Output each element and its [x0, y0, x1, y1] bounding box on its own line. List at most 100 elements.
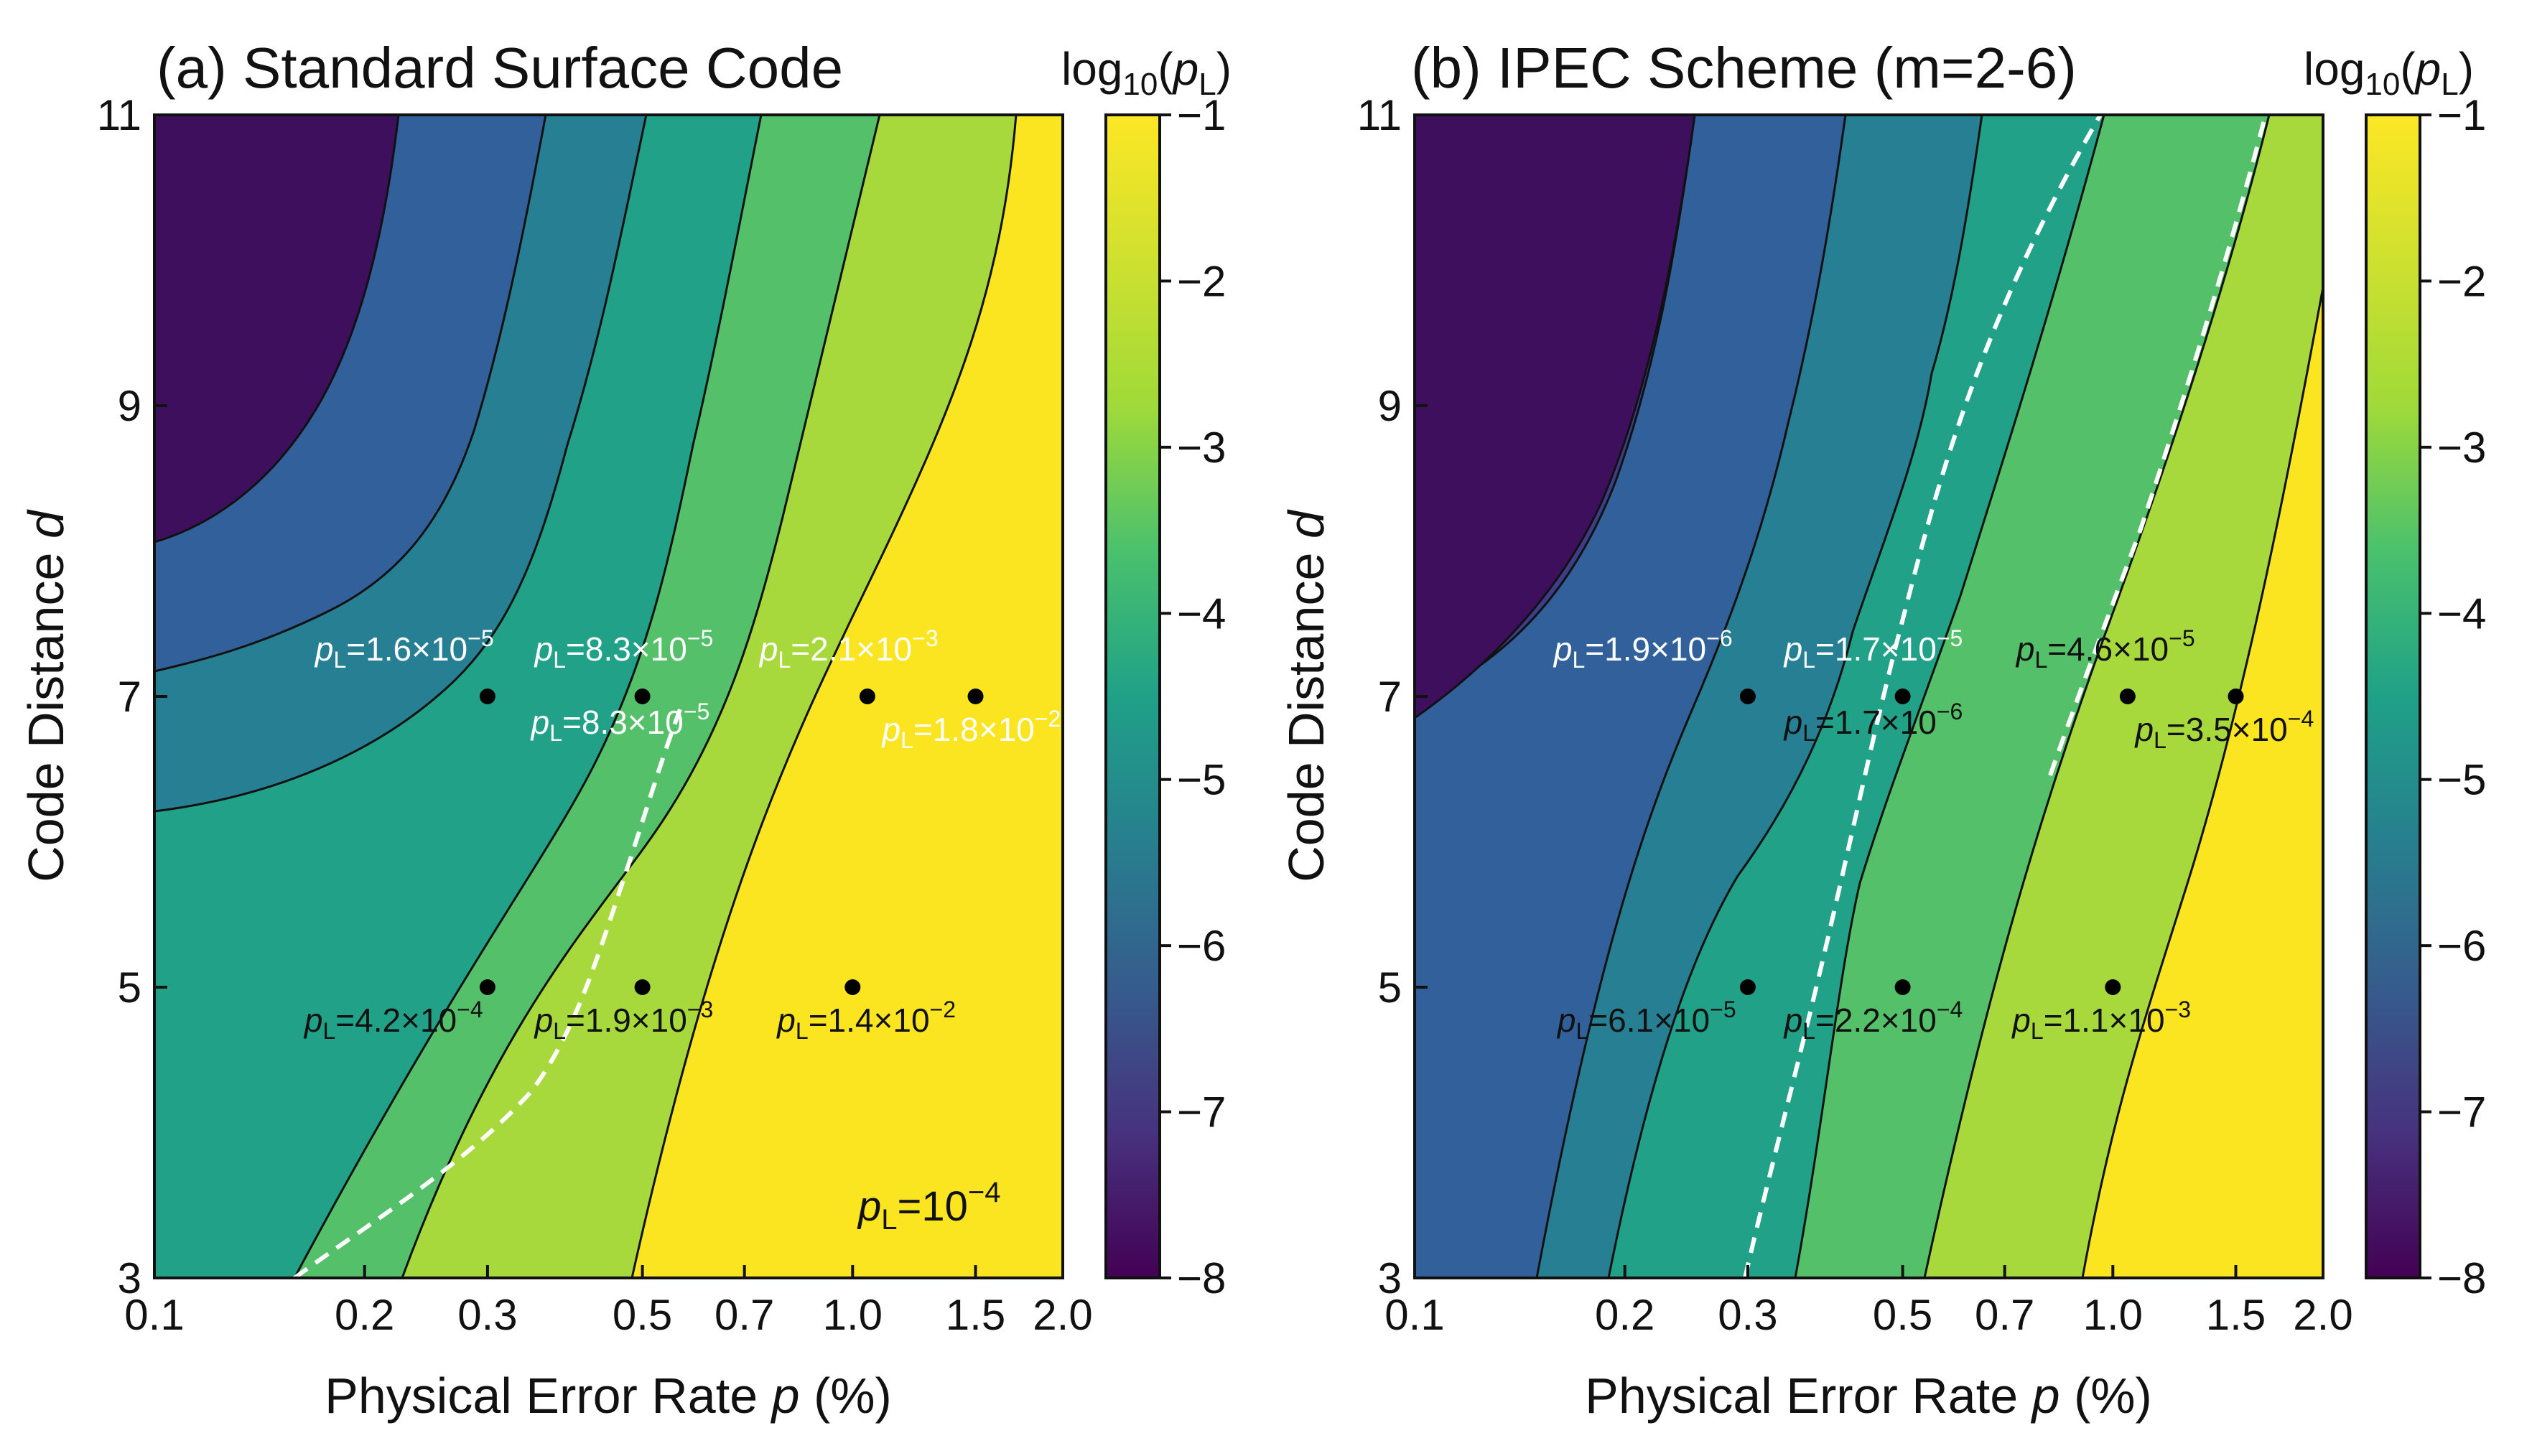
panel-b-threshold-line: [1743, 115, 2103, 1278]
data-point: [634, 689, 651, 704]
y-tick-label: 11: [1357, 91, 1402, 139]
point-label: pL=4.6×10−5: [2015, 625, 2195, 673]
panel-b-colorbar-label: log10(pL): [2304, 43, 2474, 102]
point-label: pL=3.5×10−4: [2134, 706, 2314, 753]
x-tick-label: 1.5: [2206, 1291, 2266, 1339]
panel-b-contour-map: [1415, 115, 2323, 1278]
colorbar-tick-label: −6: [2437, 922, 2486, 970]
point-label: pL=1.9×10−6: [1553, 625, 1733, 673]
x-tick-label: 0.2: [335, 1291, 394, 1339]
x-tick-label: 0.5: [1873, 1291, 1932, 1339]
y-tick-label: 11: [97, 91, 141, 139]
panel-a-threshold-line: [293, 702, 684, 1278]
panel-b-y-axis-label: Code Distance d: [1278, 509, 1334, 882]
data-point: [479, 689, 495, 704]
x-tick-label: 0.2: [1595, 1291, 1654, 1339]
point-label: pL=1.6×10−5: [314, 625, 494, 673]
colorbar-tick-label: −3: [2437, 424, 2486, 472]
panel-b-x-axis-label: Physical Error Rate p (%): [1585, 1368, 2152, 1424]
panel-a: (a) Standard Surface Code 0.1 0.2 0.3 0.5 0.…: [18, 36, 1232, 1424]
colorbar-tick-label: −4: [1177, 589, 1226, 638]
x-tick-label: 0.7: [1975, 1291, 2034, 1339]
data-point: [634, 979, 651, 995]
x-tick-label: 0.3: [1718, 1291, 1777, 1339]
x-tick-label: 1.5: [946, 1291, 1005, 1339]
panel-b-colorbar: [2365, 113, 2421, 1279]
point-label: pL=1.4×10−2: [776, 997, 956, 1044]
y-tick-label: 7: [1378, 673, 1402, 721]
x-tick-label: 0.3: [457, 1291, 517, 1339]
panel-b-band: [1415, 115, 1696, 719]
data-point: [2228, 689, 2244, 704]
point-label: pL=1.7×10−5: [1783, 625, 1963, 673]
panel-a-x-axis-label: Physical Error Rate p (%): [325, 1368, 892, 1424]
colorbar-tick-label: −4: [2437, 589, 2486, 638]
data-point: [2105, 979, 2121, 995]
panel-b-point-labels: pL=1.9×10−6 pL=1.7×10−5 pL=1.7×10−6 pL=4.6×…: [1553, 625, 2314, 1044]
colorbar-tick-label: −7: [1177, 1088, 1226, 1137]
panel-a-title: (a) Standard Surface Code: [157, 36, 843, 100]
point-label: pL=2.1×10−3: [758, 625, 939, 673]
point-label: pL=8.3×10−5: [534, 625, 714, 673]
colorbar-tick-label: −7: [2437, 1088, 2486, 1137]
colorbar-tick-label: −8: [1177, 1254, 1226, 1302]
colorbar-tick-label: −6: [1177, 922, 1226, 970]
data-point: [1739, 979, 1756, 995]
colorbar-tick-label: −5: [2437, 756, 2486, 804]
colorbar-tick-label: −2: [1177, 257, 1226, 305]
x-tick-label: 0.1: [1384, 1291, 1444, 1339]
point-label: pL=1.9×10−3: [534, 997, 714, 1044]
panel-b-x-ticks: 0.1 0.2 0.3 0.5 0.7 1.0 1.5 2.0: [1384, 1265, 2353, 1339]
panel-b-title: (b) IPEC Scheme (m=2-6): [1411, 36, 2077, 100]
colorbar-tick-label: −5: [1177, 756, 1226, 804]
data-point: [1894, 689, 1911, 704]
y-tick-label: 9: [1378, 382, 1402, 430]
panel-a-colorbar-label: log10(pL): [1061, 43, 1232, 102]
panel-a-colorbar: [1104, 113, 1161, 1279]
point-label: pL=6.1×10−5: [1556, 997, 1736, 1044]
panel-a-annotation: pL=10−4: [857, 1177, 1001, 1236]
panel-a-points: [479, 689, 984, 995]
x-tick-label: 2.0: [2293, 1291, 2352, 1339]
panel-a-colorbar-ticks: −1 −2 −3 −4 −5 −6 −7 −8: [1160, 91, 1226, 1302]
panel-a-y-ticks: 3 5 7 9 11: [97, 91, 167, 1302]
x-tick-label: 0.7: [715, 1291, 774, 1339]
data-point: [1894, 979, 1911, 995]
y-tick-label: 7: [118, 673, 141, 721]
data-point: [2119, 689, 2136, 704]
panel-b-points: [1739, 689, 2244, 995]
panel-b-colorbar-ticks: −1 −2 −3 −4 −5 −6 −7 −8: [2420, 91, 2486, 1302]
panel-b-threshold-line: [2048, 115, 2268, 776]
colorbar-tick-label: −3: [1177, 424, 1226, 472]
data-point: [844, 979, 861, 995]
data-point: [859, 689, 875, 704]
x-tick-label: 1.0: [2083, 1291, 2143, 1339]
point-label: pL=1.8×10−2: [881, 706, 1061, 753]
x-tick-label: 0.5: [613, 1291, 672, 1339]
point-label: pL=1.7×10−6: [1783, 699, 1963, 746]
panel-a-contour-map: [154, 115, 1063, 1278]
data-point: [479, 979, 495, 995]
x-tick-label: 2.0: [1033, 1291, 1092, 1339]
point-label: pL=8.3×10−5: [530, 699, 710, 746]
y-tick-label: 5: [1378, 963, 1402, 1012]
panel-a-band: [154, 115, 400, 543]
colorbar-tick-label: −8: [2437, 1254, 2486, 1302]
panel-a-x-ticks: 0.1 0.2 0.3 0.5 0.7 1.0 1.5 2.0: [124, 1265, 1093, 1339]
point-label: pL=2.2×10−4: [1783, 997, 1963, 1044]
colorbar-tick-label: −1: [2437, 91, 2486, 139]
y-tick-label: 3: [118, 1254, 141, 1302]
panel-a-point-labels: pL=1.6×10−5 pL=8.3×10−5 pL=8.3×10−5 pL=2.1×…: [303, 625, 1061, 1044]
colorbar-tick-label: −1: [1177, 91, 1226, 139]
point-label: pL=1.1×10−3: [2011, 997, 2191, 1044]
y-tick-label: 5: [118, 963, 141, 1012]
x-tick-label: 0.1: [124, 1291, 184, 1339]
panel-b: (b) IPEC Scheme (m=2-6) 0.1 0.2 0.3 0.5 0.7 1…: [1278, 36, 2486, 1424]
panel-a-y-axis-label: Code Distance d: [18, 509, 74, 882]
y-tick-label: 9: [118, 382, 141, 430]
data-point: [967, 689, 984, 704]
x-tick-label: 1.0: [823, 1291, 883, 1339]
point-label: pL=4.2×10−4: [303, 997, 483, 1044]
colorbar-tick-label: −2: [2437, 257, 2486, 305]
